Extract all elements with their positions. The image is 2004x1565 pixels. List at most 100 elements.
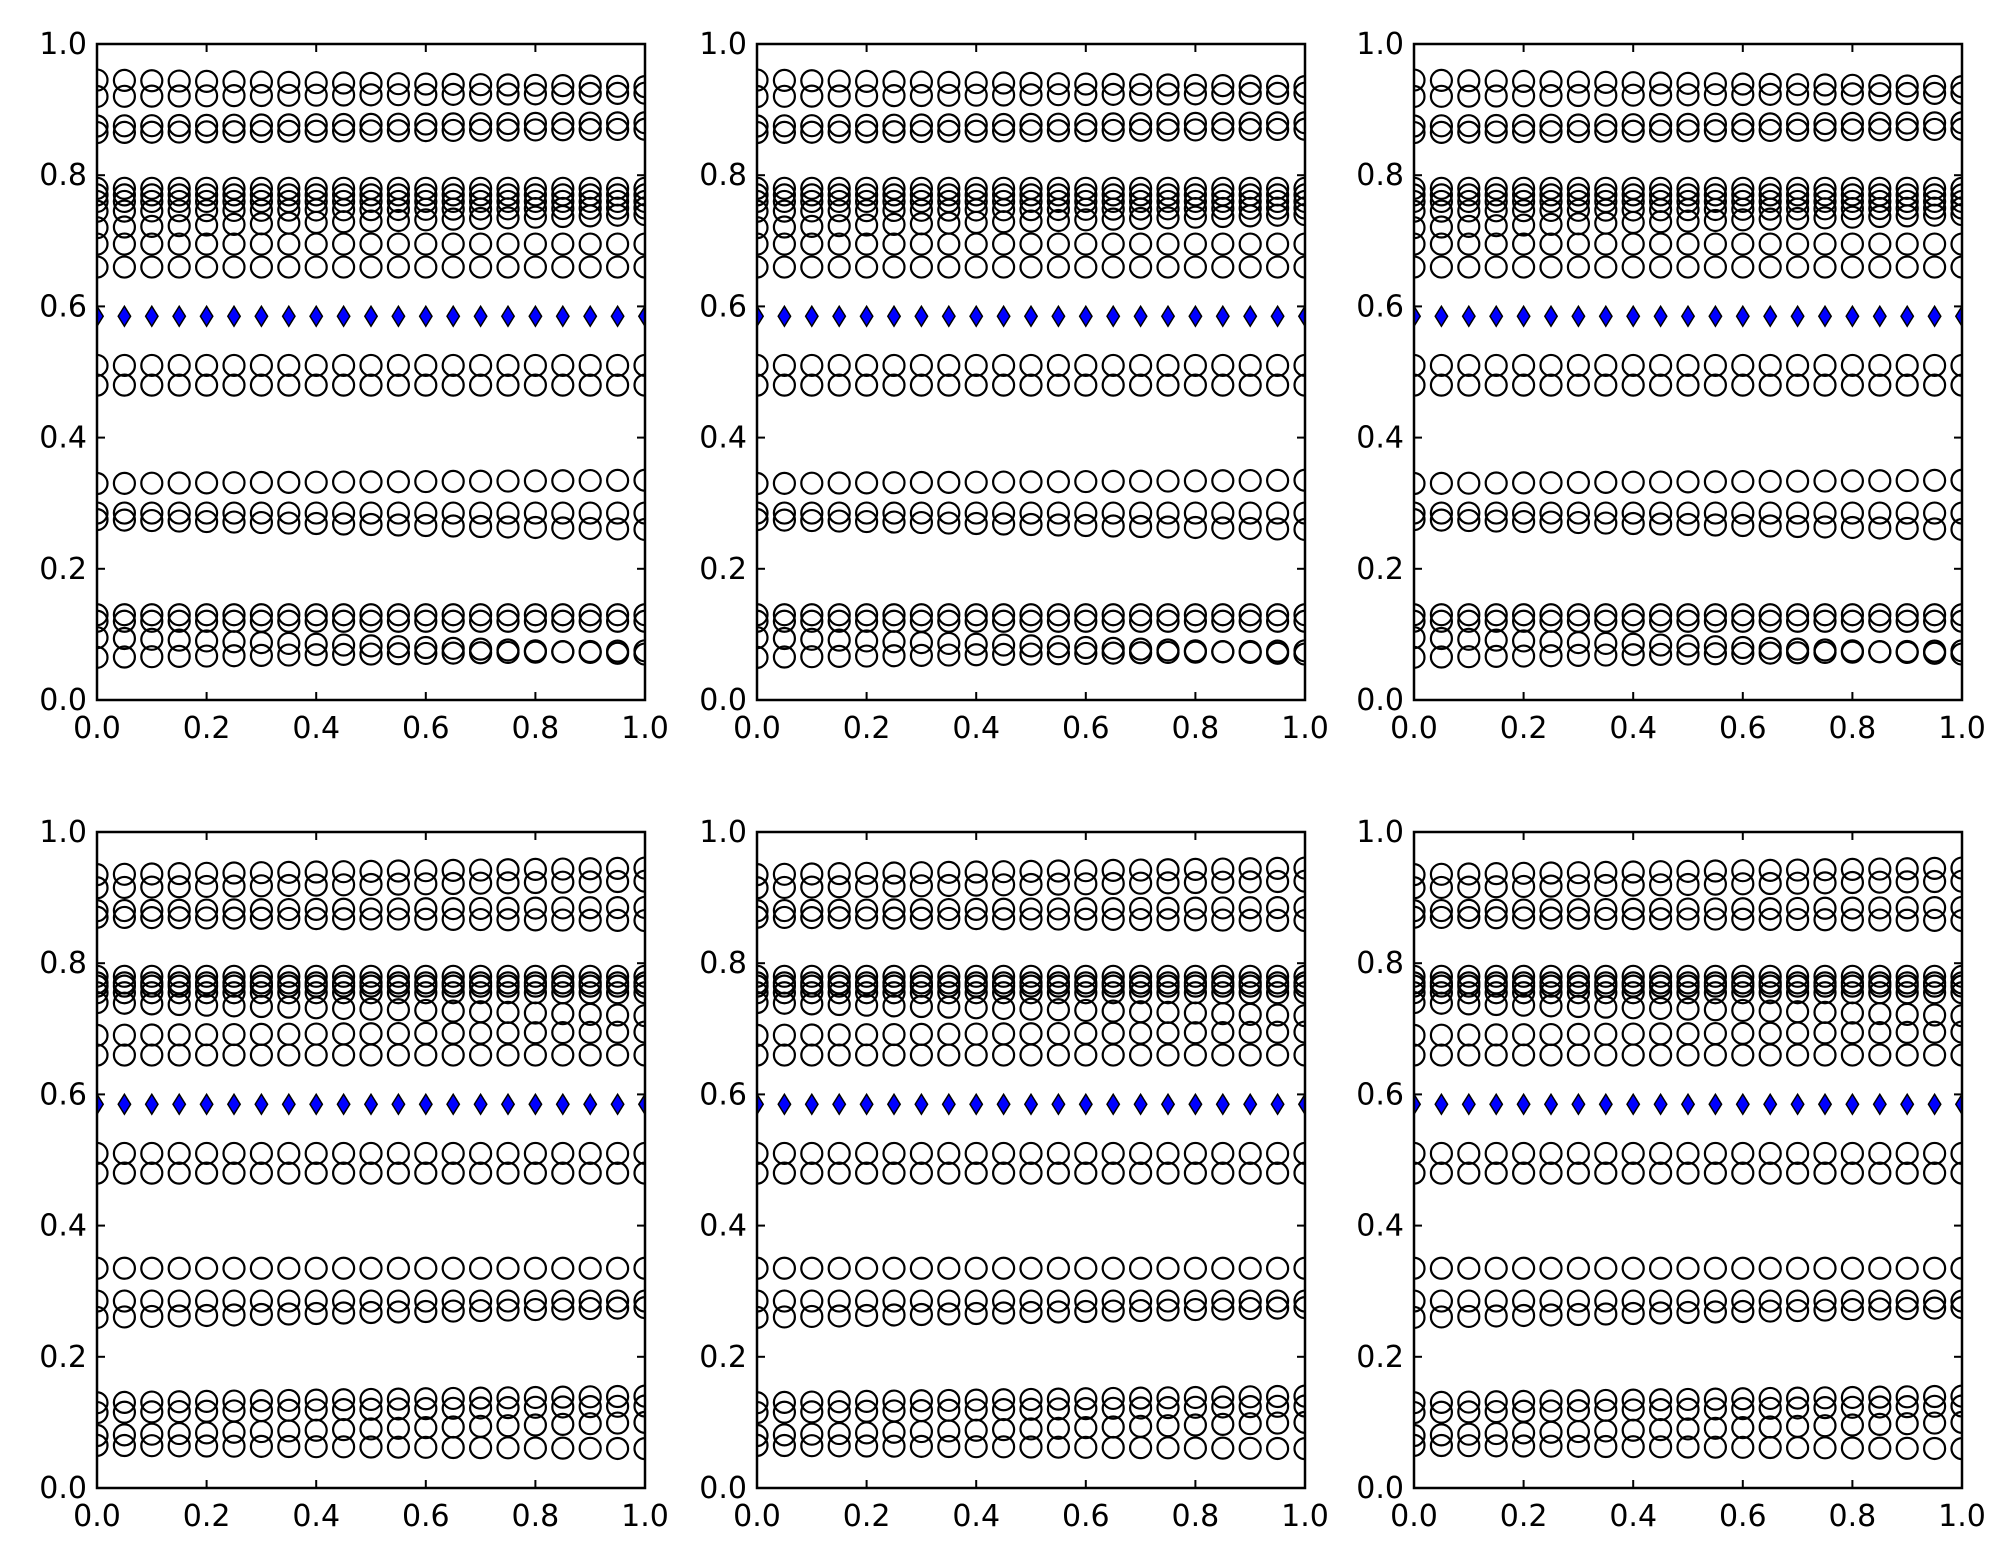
open-circle-marker: [249, 964, 273, 988]
open-circle-marker: [1785, 896, 1810, 921]
open-circle-marker: [277, 198, 301, 222]
open-circle-marker: [1414, 120, 1426, 145]
open-circle-marker: [441, 871, 465, 896]
open-circle-marker: [1511, 874, 1536, 899]
open-circle-marker: [441, 232, 465, 256]
open-circle-marker: [1703, 373, 1728, 397]
open-circle-marker: [1648, 860, 1673, 884]
open-circle-marker: [441, 1141, 465, 1166]
open-circle-marker: [1238, 857, 1262, 881]
y-tick-label: 0.6: [699, 289, 747, 324]
open-circle-marker: [1457, 1256, 1481, 1280]
y-tick-label: 0.6: [39, 1077, 87, 1112]
open-circle-marker: [1621, 83, 1645, 107]
open-circle-marker: [222, 1303, 246, 1327]
open-circle-marker: [1484, 176, 1508, 200]
open-circle-marker: [332, 232, 356, 256]
open-circle-marker: [578, 501, 602, 525]
open-circle-marker: [469, 858, 493, 882]
open-circle-marker: [1414, 183, 1426, 207]
open-circle-marker: [1703, 197, 1728, 222]
open-circle-marker: [1293, 1020, 1305, 1044]
open-circle-marker: [304, 83, 328, 107]
open-circle-marker: [1895, 74, 1919, 98]
open-circle-marker: [800, 898, 824, 922]
open-circle-marker: [1211, 908, 1235, 932]
open-circle-marker: [1211, 609, 1235, 633]
open-circle-marker: [1868, 1412, 1892, 1436]
open-circle-marker: [332, 1301, 356, 1325]
open-circle-marker: [1046, 1256, 1071, 1280]
open-circle-marker: [1566, 1289, 1591, 1313]
open-circle-marker: [1238, 1395, 1262, 1419]
open-circle-marker: [1183, 908, 1208, 932]
open-circle-marker: [1238, 974, 1262, 998]
open-circle-marker: [1238, 1020, 1262, 1045]
open-circle-marker: [1457, 1390, 1481, 1414]
open-circle-marker: [1840, 353, 1865, 378]
open-circle-marker: [359, 353, 383, 378]
open-circle-marker: [1414, 626, 1426, 650]
open-circle-marker: [1238, 501, 1262, 525]
open-circle-marker: [937, 511, 961, 535]
open-circle-marker: [441, 514, 465, 538]
open-circle-marker: [249, 189, 273, 214]
open-circle-marker: [578, 964, 602, 988]
open-circle-marker: [496, 189, 520, 214]
open-circle-marker: [1293, 1141, 1305, 1166]
open-circle-marker: [1676, 642, 1700, 666]
open-circle-marker: [1648, 512, 1673, 536]
open-circle-marker: [827, 1304, 851, 1328]
open-circle-marker: [1895, 196, 1919, 220]
open-circle-marker: [605, 1384, 630, 1409]
open-circle-marker: [112, 1400, 137, 1424]
open-circle-marker: [800, 199, 824, 223]
open-circle-marker: [140, 1141, 164, 1166]
open-circle-marker: [1238, 603, 1262, 627]
open-circle-marker: [386, 897, 410, 921]
open-circle-marker: [359, 209, 383, 233]
open-circle-marker: [1648, 974, 1673, 998]
open-circle-marker: [1211, 870, 1235, 894]
open-circle-marker: [1293, 517, 1305, 542]
diamond-marker: [1735, 1092, 1750, 1116]
open-circle-marker: [1868, 1289, 1892, 1313]
open-circle-marker: [1293, 189, 1305, 214]
open-circle-marker: [112, 875, 137, 900]
open-circle-marker: [605, 856, 630, 881]
diamond-marker: [1598, 1092, 1613, 1116]
y-tick-label: 0.8: [39, 158, 87, 193]
open-circle-marker: [1840, 1141, 1865, 1166]
y-tick-label: 0.8: [699, 946, 747, 981]
open-circle-marker: [1676, 897, 1700, 921]
open-circle-marker: [1156, 1161, 1180, 1185]
open-circle-marker: [195, 874, 219, 899]
open-circle-marker: [277, 83, 301, 107]
open-circle-marker: [578, 118, 602, 142]
open-circle-marker: [1074, 1416, 1098, 1440]
open-circle-marker: [1813, 255, 1837, 279]
open-circle-marker: [1922, 603, 1947, 627]
open-circle-marker: [523, 1385, 548, 1410]
open-circle-marker: [1511, 120, 1536, 144]
open-circle-marker: [523, 1436, 548, 1460]
open-circle-marker: [112, 991, 137, 1015]
open-circle-marker: [1511, 232, 1536, 256]
open-circle-marker: [1868, 908, 1892, 932]
open-circle-marker: [1594, 995, 1618, 1019]
open-circle-marker: [1566, 83, 1591, 108]
open-circle-marker: [386, 373, 410, 397]
open-circle-marker: [469, 1289, 493, 1313]
open-circle-marker: [1895, 373, 1919, 397]
open-circle-marker: [140, 1434, 164, 1458]
open-circle-marker: [964, 873, 988, 897]
open-circle-marker: [1293, 183, 1305, 207]
open-circle-marker: [1293, 908, 1305, 933]
diamond-marker: [1680, 1092, 1696, 1116]
open-circle-marker: [249, 1302, 273, 1327]
open-circle-marker: [332, 633, 356, 657]
open-circle-marker: [1211, 1297, 1235, 1321]
open-circle-marker: [1676, 512, 1700, 537]
open-circle-marker: [882, 373, 906, 397]
open-circle-marker: [964, 1435, 988, 1459]
